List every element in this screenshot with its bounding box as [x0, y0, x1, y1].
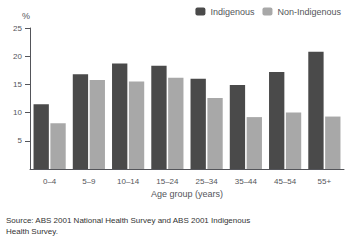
svg-text:%: %: [22, 11, 30, 21]
svg-text:5–9: 5–9: [82, 177, 96, 186]
svg-text:15–24: 15–24: [156, 177, 179, 186]
svg-text:45–54: 45–54: [274, 177, 297, 186]
svg-text:25–34: 25–34: [196, 177, 219, 186]
svg-text:Source: ABS 2001 National Heal: Source: ABS 2001 National Health Survey …: [6, 216, 250, 225]
svg-text:55+: 55+: [318, 177, 332, 186]
svg-text:10–14: 10–14: [117, 177, 140, 186]
svg-text:Age group (years): Age group (years): [151, 189, 223, 199]
svg-text:5: 5: [18, 136, 23, 145]
svg-text:0–4: 0–4: [43, 177, 57, 186]
svg-text:35–44: 35–44: [235, 177, 258, 186]
svg-text:10: 10: [13, 108, 22, 117]
svg-text:Indigenous: Indigenous: [210, 7, 255, 17]
svg-text:Non-Indigenous: Non-Indigenous: [277, 7, 341, 17]
svg-text:15: 15: [13, 80, 22, 89]
svg-text:25: 25: [13, 24, 22, 33]
svg-text:20: 20: [13, 52, 22, 61]
svg-text:Health Survey.: Health Survey.: [6, 227, 58, 236]
